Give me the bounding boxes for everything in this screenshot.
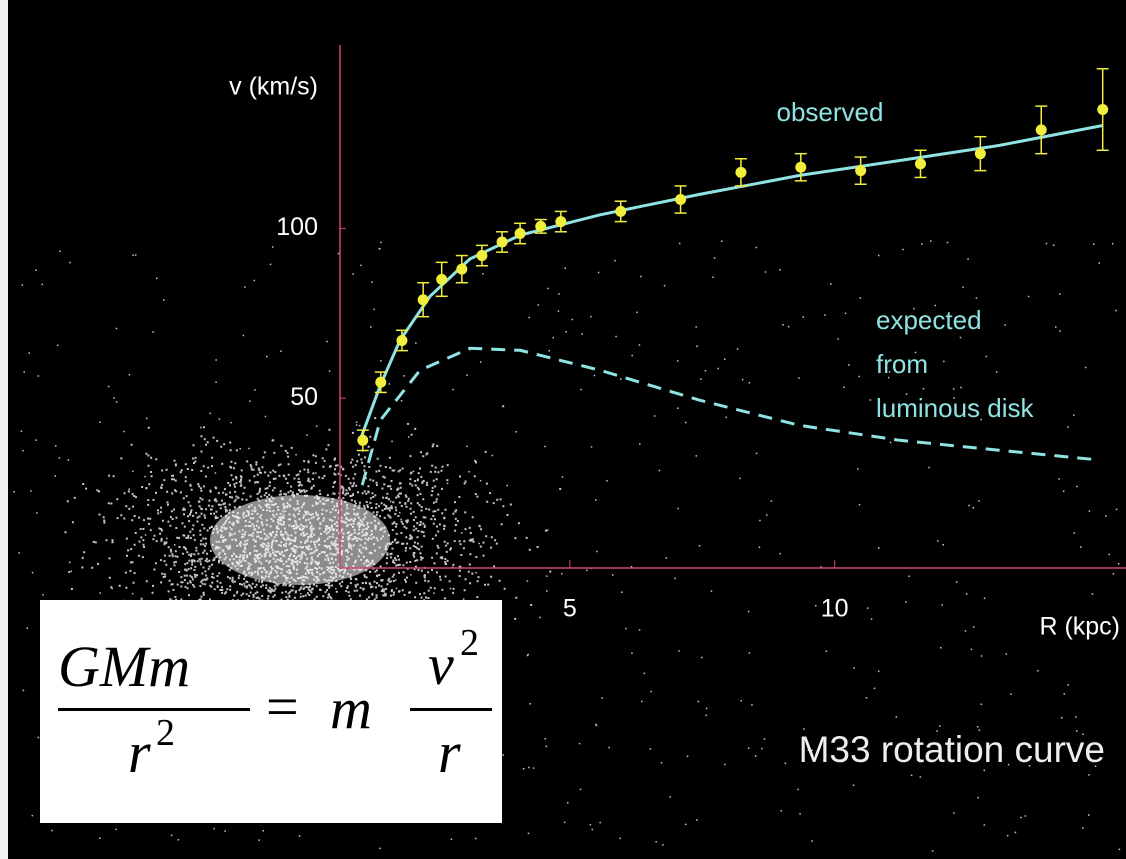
formula: GMm r 2 = m v 2 r <box>40 600 502 823</box>
fraction-bar <box>410 708 492 711</box>
x-axis-label: R (kpc) <box>1039 613 1120 641</box>
x-tick-label: 10 <box>821 595 849 623</box>
data-point <box>735 166 747 178</box>
data-point <box>514 227 526 239</box>
y-axis-label: v (km/s) <box>229 73 318 101</box>
data-point <box>1035 124 1047 136</box>
formula-text: r <box>438 720 461 785</box>
data-point <box>476 250 488 262</box>
formula-text: 2 <box>460 622 479 664</box>
formula-text: v <box>428 632 454 697</box>
data-point <box>396 334 408 346</box>
data-point <box>496 236 508 248</box>
series-label: from <box>876 349 928 379</box>
data-point <box>535 220 547 232</box>
series-label: observed <box>777 97 884 127</box>
galaxy-core <box>210 495 390 585</box>
fraction-bar <box>58 708 250 711</box>
data-point <box>675 194 687 206</box>
y-tick-label: 100 <box>276 213 318 241</box>
formula-text: GMm <box>58 634 191 699</box>
formula-text: r <box>128 720 151 785</box>
formula-text: m <box>330 676 372 741</box>
series-label: expected <box>876 305 982 335</box>
data-point <box>375 376 387 388</box>
data-point <box>456 263 468 275</box>
y-tick-label: 50 <box>290 383 318 411</box>
caption: M33 rotation curve <box>799 729 1105 770</box>
data-point <box>855 165 867 177</box>
x-tick-label: 5 <box>563 595 577 623</box>
data-point <box>357 434 369 446</box>
data-point <box>555 216 567 228</box>
data-point <box>615 205 627 217</box>
data-point <box>417 294 429 306</box>
data-point <box>974 148 986 160</box>
data-point <box>914 158 926 170</box>
data-point <box>795 161 807 173</box>
formula-text: 2 <box>156 712 175 754</box>
data-point <box>1097 104 1109 116</box>
data-point <box>436 273 448 285</box>
formula-text: = <box>266 674 299 739</box>
series-label: luminous disk <box>876 393 1035 423</box>
